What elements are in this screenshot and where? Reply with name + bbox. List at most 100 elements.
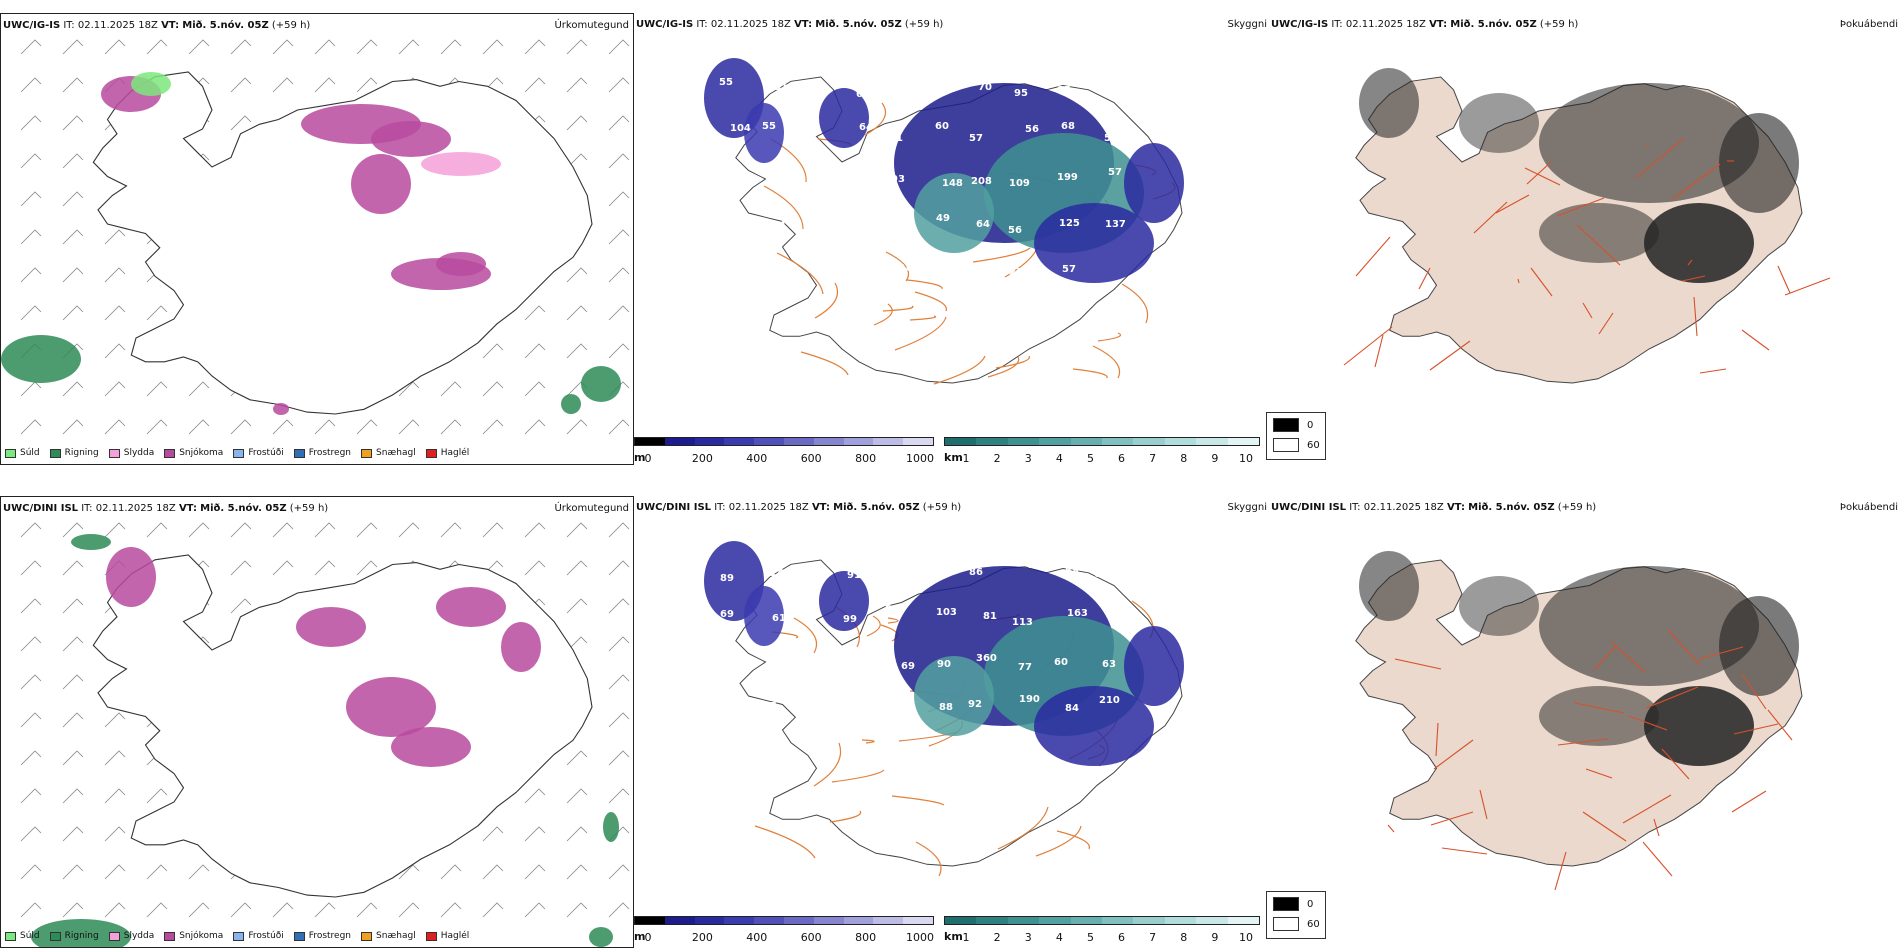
- visibility-colorbar-top: km 1 2 3 4 5 6 7 8 9 10: [944, 437, 1262, 473]
- legend-swatch: [108, 931, 120, 941]
- cloud-base-value: 56: [1008, 225, 1022, 236]
- wind-barb: [356, 77, 378, 93]
- wind-barb: [272, 522, 294, 538]
- wind-barb: [398, 381, 420, 397]
- cloud-base-value: 93: [891, 174, 905, 185]
- colorbar-tick: 9: [1211, 931, 1219, 944]
- cloud-base-value: 83: [894, 221, 908, 232]
- fog-area: [1539, 203, 1659, 263]
- road-line: [1343, 326, 1393, 366]
- cloud-base-value: 97: [808, 222, 822, 233]
- precip-areas: [31, 534, 619, 947]
- valid-time: Mið. 5.nóv. 05Z: [182, 20, 269, 31]
- cloud-panel-bottom: UWC/DINI ISL IT: 02.11.2025 18Z VT: Mið.…: [634, 496, 1269, 948]
- colorbar-tick: 1: [962, 931, 970, 944]
- fog-area: [1539, 686, 1659, 746]
- fog-legend-swatch: [1273, 438, 1299, 452]
- wind-barb: [20, 560, 42, 576]
- road-line: [873, 303, 893, 326]
- height-colorbar-bottom: m 0 200 400 600 800 1000: [634, 916, 936, 952]
- cloud-base-value: 125: [1059, 218, 1080, 229]
- precip-area: [131, 72, 171, 96]
- road-line: [1698, 646, 1744, 660]
- colorbar-swatch: [976, 438, 1008, 445]
- fog-area: [1539, 566, 1759, 686]
- wind-barb: [230, 419, 252, 435]
- fog-area: [1459, 93, 1539, 153]
- road-line: [987, 356, 1020, 378]
- colorbar-blocks: [634, 916, 934, 925]
- colorbar-swatch: [813, 917, 844, 924]
- model-name: UWC/DINI ISL: [3, 503, 79, 514]
- colorbar-tick: 5: [1086, 452, 1094, 465]
- wind-barb: [20, 115, 42, 131]
- wind-barb: [20, 39, 42, 55]
- legend-item: Súld: [5, 448, 40, 458]
- cloud-area: [744, 103, 784, 163]
- cloud-base-value: 55: [762, 121, 776, 132]
- wind-barb: [398, 39, 420, 55]
- wind-barb: [62, 826, 84, 842]
- colorbar-tick: 8: [1180, 452, 1188, 465]
- precip-area: [589, 927, 613, 947]
- wind-barb: [20, 712, 42, 728]
- legend-label: Slydda: [123, 448, 155, 458]
- colorbar-swatch: [724, 917, 755, 924]
- wind-barb: [608, 674, 630, 690]
- road-line: [882, 305, 914, 312]
- legend-item: Snjókoma: [164, 448, 223, 458]
- cloud-area: [1124, 143, 1184, 223]
- cloud-base-value: 70: [806, 82, 820, 93]
- legend-swatch: [425, 931, 437, 941]
- road-line: [1628, 715, 1668, 731]
- wind-barb: [20, 381, 42, 397]
- cloud-base-value: 84: [1065, 703, 1079, 714]
- cloud-panel-top: UWC/IG-IS IT: 02.11.2025 18Z VT: Mið. 5.…: [634, 13, 1269, 465]
- legend-label: Frostregn: [308, 448, 352, 458]
- panel-header: UWC/IG-IS IT: 02.11.2025 18Z VT: Mið. 5.…: [1271, 19, 1579, 30]
- road-line: [866, 615, 881, 637]
- legend-label: Slydda: [123, 931, 155, 941]
- wind-barb: [20, 305, 42, 321]
- wind-barb: [230, 39, 252, 55]
- wind-barb: [20, 788, 42, 804]
- precip-area: [436, 252, 486, 276]
- wind-barb: [62, 750, 84, 766]
- colorbar-swatch: [945, 438, 977, 445]
- colorbar-tick: 1000: [906, 931, 934, 944]
- cloud-base-value: 60: [1054, 657, 1068, 668]
- road-line: [1387, 824, 1395, 833]
- colorbar-tick: 6: [1118, 452, 1126, 465]
- road-line: [829, 810, 862, 823]
- cloud-base-value: 210: [1099, 695, 1120, 706]
- road-line: [1374, 334, 1384, 368]
- colorbar-swatch: [903, 917, 933, 924]
- road-line: [1681, 275, 1706, 282]
- precip-area: [273, 403, 289, 415]
- wind-barb: [146, 419, 168, 435]
- precip-area: [1, 335, 81, 383]
- wind-barb: [146, 864, 168, 880]
- cloud-base-value: 57: [969, 133, 983, 144]
- wind-barb: [62, 191, 84, 207]
- wind-barb: [188, 522, 210, 538]
- legend-label: Frostúði: [248, 931, 284, 941]
- precip-area: [296, 607, 366, 647]
- road-line: [1479, 789, 1488, 820]
- iceland-precip-map: [20, 522, 630, 947]
- cloud-base-value: 86: [969, 567, 983, 578]
- colorbar-swatch: [783, 438, 814, 445]
- road-line: [763, 185, 804, 230]
- fog-legend-swatch: [1273, 418, 1299, 432]
- colorbar-swatch: [1039, 438, 1071, 445]
- cloud-base-value: 80: [716, 175, 730, 186]
- iceland-precip-map: [1, 39, 630, 435]
- road-line: [1430, 811, 1474, 826]
- fog-legend-top: 0 60: [1266, 412, 1326, 460]
- precip-areas: [1, 72, 621, 415]
- road-line: [1394, 658, 1442, 670]
- panel-header: UWC/DINI ISL IT: 02.11.2025 18Z VT: Mið.…: [1271, 502, 1597, 513]
- colorbar-swatch: [1102, 917, 1134, 924]
- wind-barb: [146, 902, 168, 918]
- wind-barb: [230, 598, 252, 614]
